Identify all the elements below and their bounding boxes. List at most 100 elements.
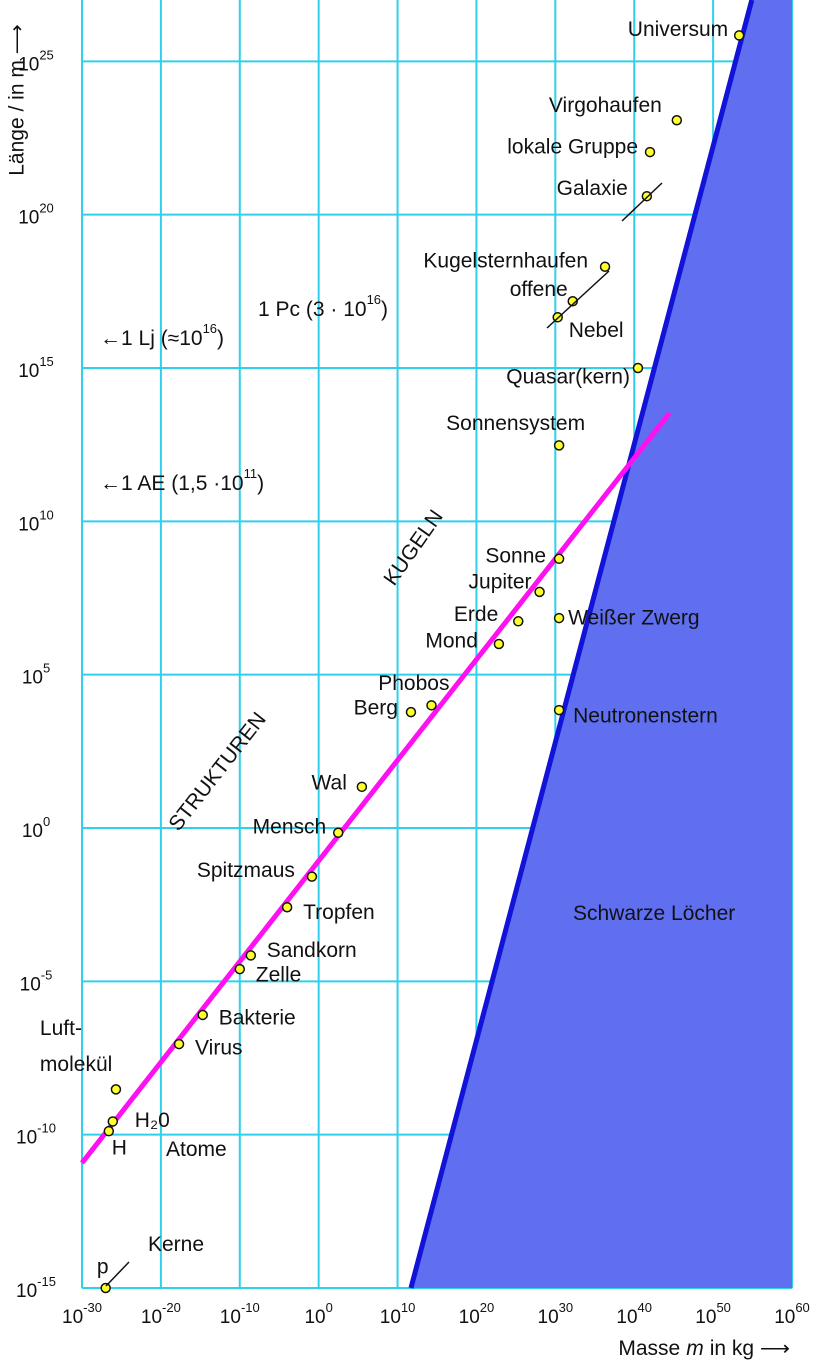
point-label: Nebel [569,319,624,342]
point-label: Neutronenstern [573,705,718,728]
y-tick-label: 1010 [18,508,54,536]
x-tick-label: 1050 [695,1300,731,1328]
data-point [107,1116,119,1127]
data-point [553,440,565,451]
data-point [173,1038,185,1050]
data-point [553,612,565,624]
x-tick-base: 10 [141,1307,162,1328]
annotation-sup: 16 [203,321,217,336]
point-label: Jupiter [469,570,532,593]
x-axis-title-before: Masse [618,1337,680,1360]
point-label: H₂0 [135,1109,170,1132]
point-label: Kugelsternhaufen [423,249,588,272]
x-tick-base: 10 [380,1307,401,1328]
annotation: Atome [166,1138,227,1161]
x-axis-title: Masse m in kg ⟶ [618,1337,790,1360]
x-tick-label: 1020 [459,1300,495,1328]
annotation-tail: ) [217,327,224,350]
point-label: Spitzmaus [197,859,295,882]
annotation-text: Schwarze Löcher [573,902,735,925]
y-tick-label: 10-15 [16,1274,56,1302]
x-tick-exponent: 60 [795,1300,809,1315]
data-point [103,1125,115,1137]
point-label: Mond [425,630,478,653]
y-tick-label: 1025 [18,48,54,76]
point-label: Sonnensystem [446,412,585,435]
x-tick-base: 10 [538,1307,559,1328]
point-label: Virus [195,1037,242,1060]
point-label: Erde [454,603,498,626]
annotation-text: 1 Pc (3 · 10 [258,298,367,321]
point-label: Luft- [40,1017,82,1040]
point-label: offene [510,278,568,301]
y-tick-exponent: -10 [37,1121,56,1136]
point-label: Tropfen [303,901,375,924]
point-label: lokale Gruppe [507,136,638,159]
annotation-tail: ) [257,472,264,495]
data-point [553,553,565,565]
point-label: molekül [40,1053,112,1076]
y-axis-title: Länge / in m ⟶ [6,24,29,176]
pointer-line [621,182,663,222]
data-point [281,902,293,913]
y-tick-base: 10 [20,974,41,995]
point-label: Berg [354,697,398,720]
annotation-sup: 11 [244,466,258,481]
point-label: Zelle [256,964,302,987]
x-axis-title-after: in kg ⟶ [710,1337,790,1360]
pointer-lines [105,182,663,1287]
data-point [426,700,437,711]
x-tick-base: 10 [62,1307,83,1328]
x-tick-base: 10 [695,1307,716,1328]
x-tick-exponent: 10 [401,1300,415,1315]
x-tick-base: 10 [459,1307,480,1328]
x-tick-label: 10-10 [220,1300,260,1328]
data-point [100,1282,111,1294]
annotation: 1 Pc (3 · 1016) [258,292,388,320]
x-tick-label: 1010 [380,1300,416,1328]
y-tick-base: 10 [22,821,43,842]
x-tick-exponent: 0 [326,1300,333,1315]
point-label: Universum [628,18,728,41]
point-label: Virgohaufen [549,94,662,117]
point-label: Wal [311,771,346,794]
x-tick-exponent: 30 [559,1300,573,1315]
annotation: ←1 Lj (≈1016) [100,321,224,349]
annotation: Kerne [148,1233,204,1256]
data-point [641,190,653,202]
x-tick-base: 10 [220,1307,241,1328]
pointer-line [546,270,610,329]
y-tick-label: 1020 [18,201,54,229]
y-tick-base: 10 [16,1281,37,1302]
annotation-text: Atome [166,1138,227,1161]
point-label: Bakterie [219,1007,296,1030]
y-tick-label: 100 [22,814,50,842]
x-tick-exponent: 40 [638,1300,652,1315]
x-tick-base: 10 [616,1307,637,1328]
x-tick-exponent: 20 [480,1300,494,1315]
black-hole-region [410,0,792,1288]
black-hole-boundary [408,0,755,1289]
data-point [197,1009,208,1021]
data-point [356,781,368,793]
point-label: Quasar(kern) [506,366,630,389]
data-point [671,114,683,126]
point-label: H [112,1137,127,1160]
x-tick-exponent: 50 [716,1300,730,1315]
y-tick-exponent: -5 [41,968,53,983]
x-tick-exponent: -20 [162,1300,181,1315]
y-tick-exponent: 0 [43,814,50,829]
point-label: p [97,1256,109,1279]
point-label: Sonne [485,544,546,567]
data-point [733,30,745,41]
x-tick-label: 1030 [538,1300,574,1328]
point-label: Mensch [253,815,327,838]
annotation: KUGELN [379,505,447,589]
data-point [245,950,257,961]
data-point [534,586,545,598]
y-tick-label: 10-10 [16,1121,56,1149]
data-point [599,261,611,273]
annotation: Schwarze Löcher [573,902,735,925]
data-point [306,871,318,882]
